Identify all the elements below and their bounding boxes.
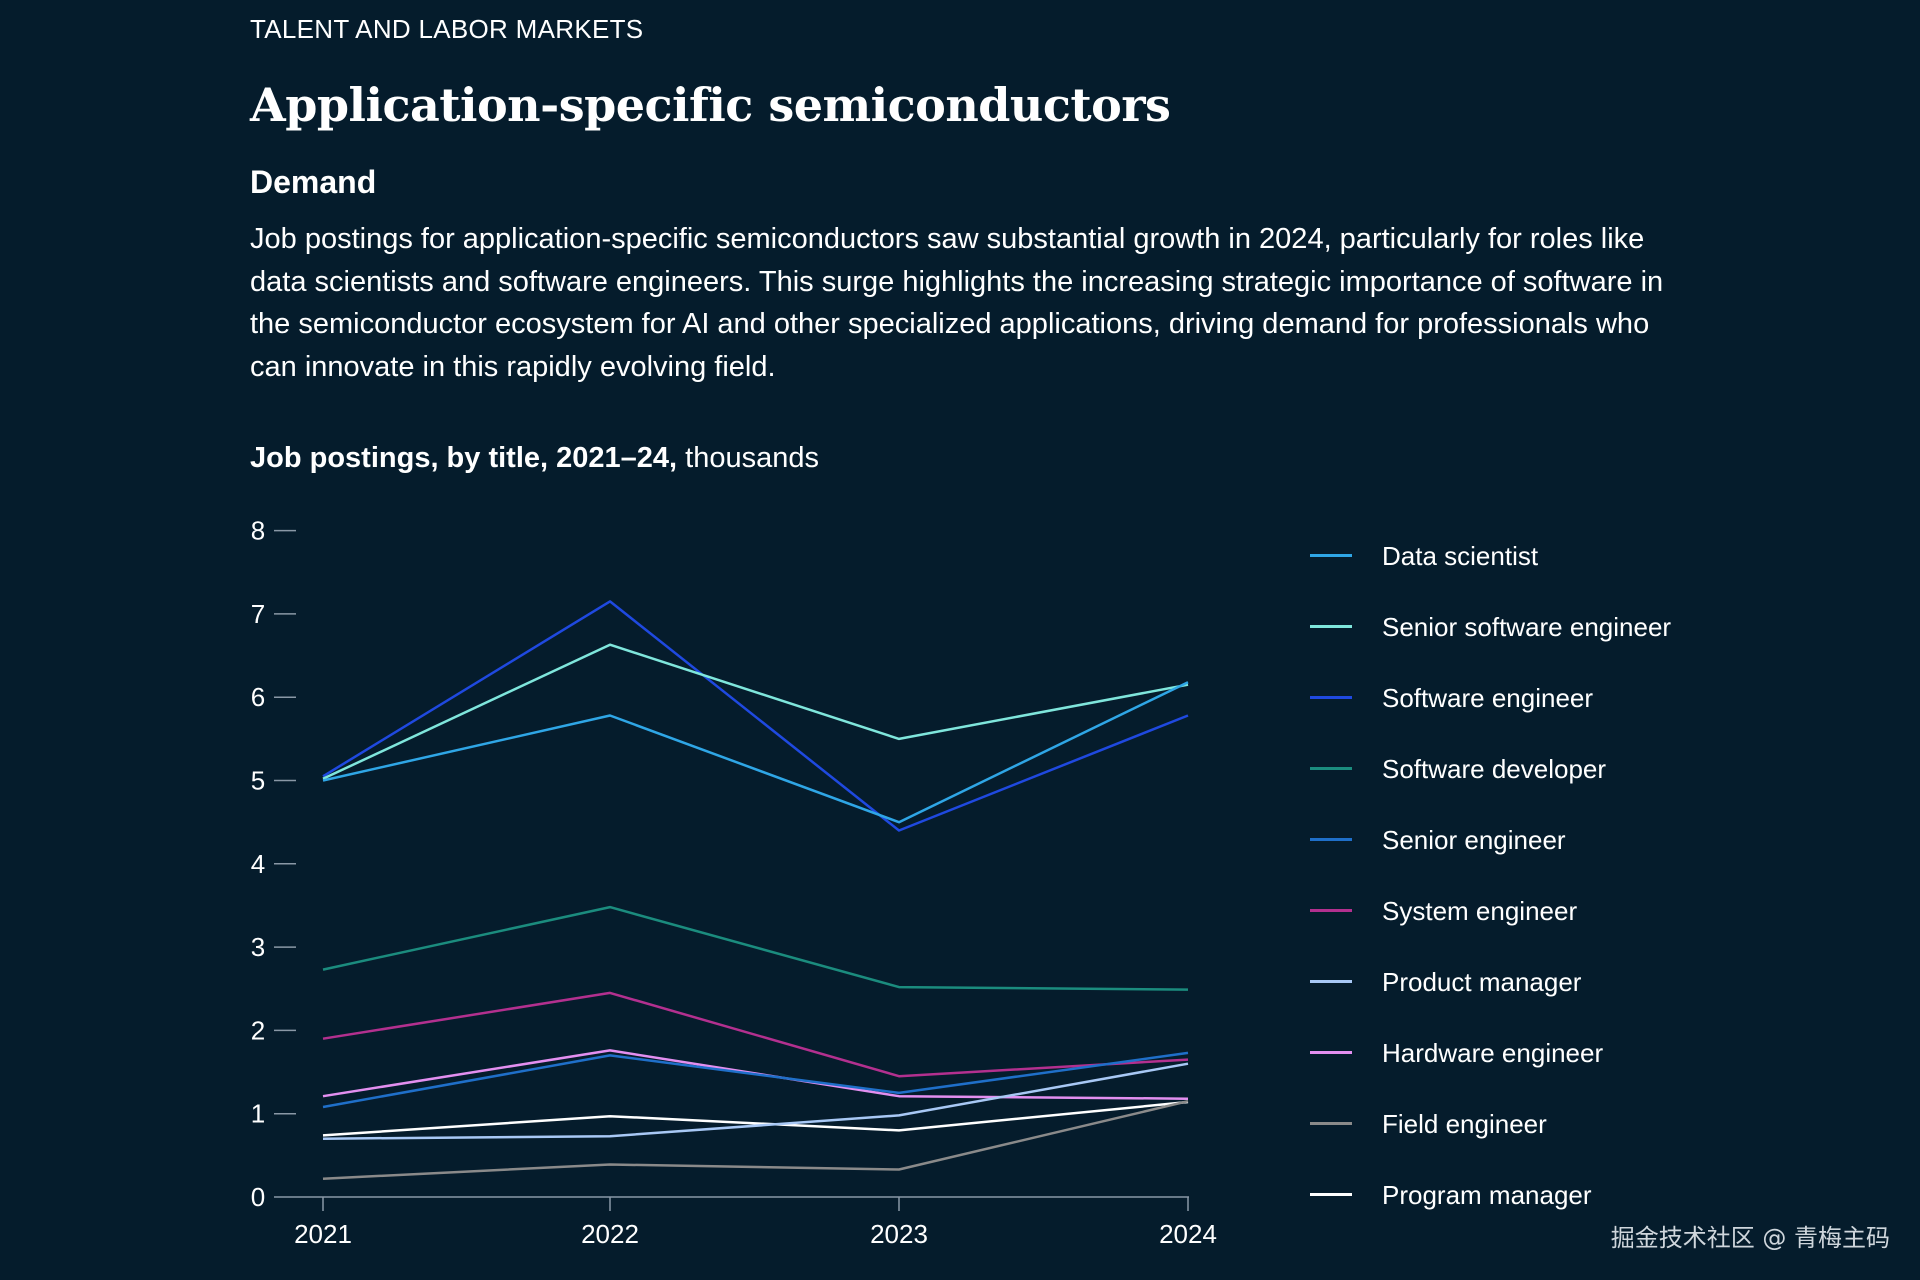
series-line-field-engineer (322, 1099, 1189, 1180)
y-tick-label: 4 (251, 849, 265, 879)
legend-item-system-engineer: System engineer (1310, 875, 1671, 946)
legend-item-program-manager: Program manager (1310, 1159, 1671, 1230)
legend-label: Product manager (1382, 966, 1582, 997)
x-tick-label: 2023 (870, 1219, 928, 1249)
series-line-data-scientist (322, 681, 1189, 824)
section-title: Demand (250, 164, 377, 200)
series-line-product-manager (322, 1062, 1189, 1140)
legend-swatch (1310, 625, 1352, 628)
y-tick-label: 3 (251, 932, 265, 962)
description-paragraph: Job postings for application-specific se… (250, 223, 1664, 383)
x-tick-label: 2024 (1159, 1219, 1217, 1249)
page-title: Application-specific semiconductors (250, 78, 1171, 132)
legend-label: Data scientist (1382, 540, 1539, 571)
legend-item-product-manager: Product manager (1310, 946, 1671, 1017)
legend-item-senior-software-engineer: Senior software engineer (1310, 591, 1671, 662)
chart-legend: Data scientist Senior software engineer So… (1310, 520, 1671, 1230)
legend-swatch (1310, 980, 1352, 983)
legend-label: System engineer (1382, 895, 1578, 926)
legend-label: Hardware engineer (1382, 1037, 1604, 1068)
chart-heading-title: Job postings, by title, 2021–24, (250, 442, 678, 474)
series-line-software-developer (322, 905, 1189, 991)
y-tick-label: 5 (251, 766, 265, 796)
legend-item-hardware-engineer: Hardware engineer (1310, 1017, 1671, 1088)
legend-swatch (1310, 838, 1352, 841)
legend-item-field-engineer: Field engineer (1310, 1088, 1671, 1159)
y-tick-label: 6 (251, 682, 265, 712)
legend-label: Software developer (1382, 753, 1607, 784)
y-tick-label: 8 (251, 516, 265, 546)
x-tick-label: 2022 (581, 1219, 639, 1249)
legend-label: Field engineer (1382, 1108, 1547, 1139)
legend-swatch (1310, 1193, 1352, 1196)
legend-item-senior-engineer: Senior engineer (1310, 804, 1671, 875)
legend-item-software-engineer: Software engineer (1310, 662, 1671, 733)
y-tick-label: 2 (251, 1015, 265, 1045)
series-line-software-engineer (322, 600, 1189, 832)
legend-swatch (1310, 696, 1352, 699)
legend-swatch (1310, 1051, 1352, 1054)
series-line-system-engineer (322, 991, 1189, 1078)
series-line-program-manager (322, 1100, 1189, 1137)
watermark: 掘金技术社区 @ 青梅主码 (1610, 1224, 1890, 1252)
legend-label: Senior engineer (1382, 824, 1566, 855)
eyebrow-label: TALENT AND LABOR MARKETS (250, 14, 644, 44)
legend-item-data-scientist: Data scientist (1310, 520, 1671, 591)
legend-swatch (1310, 1122, 1352, 1125)
y-tick-label: 1 (251, 1099, 265, 1129)
legend-item-software-developer: Software developer (1310, 733, 1671, 804)
legend-label: Program manager (1382, 1179, 1592, 1210)
legend-label: Software engineer (1382, 682, 1594, 713)
y-tick-label: 7 (251, 599, 265, 629)
x-tick-label: 2021 (294, 1219, 352, 1249)
chart-heading: Job postings, by title, 2021–24, thousan… (250, 442, 819, 475)
legend-swatch (1310, 554, 1352, 557)
chart-heading-unit: thousands (677, 442, 819, 474)
series-line-senior-engineer (322, 1051, 1189, 1109)
legend-swatch (1310, 767, 1352, 770)
legend-swatch (1310, 909, 1352, 912)
legend-label: Senior software engineer (1382, 611, 1672, 642)
series-line-senior-software-engineer (322, 643, 1189, 780)
y-tick-label: 0 (251, 1182, 265, 1212)
